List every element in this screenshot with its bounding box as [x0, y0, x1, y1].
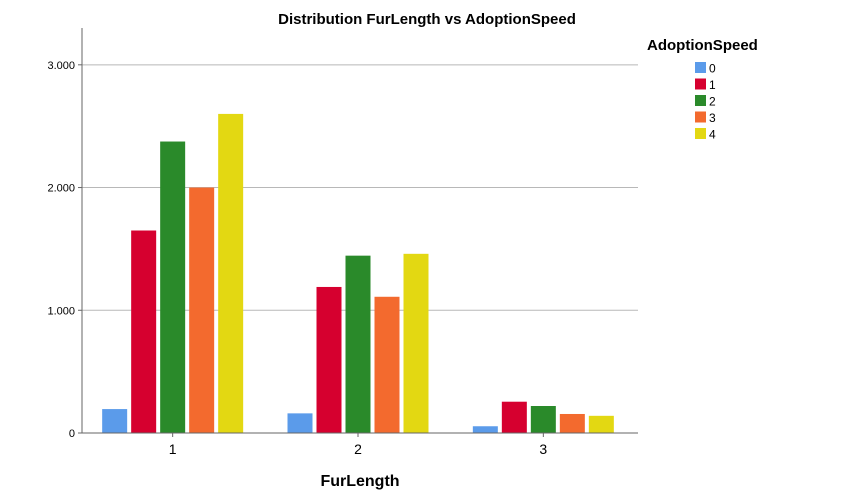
- bar-3-speed-0: [472, 426, 498, 433]
- bar-3-speed-1: [501, 401, 527, 433]
- bar-2-speed-1: [316, 286, 342, 433]
- legend: AdoptionSpeed 0 1 2 3 4: [647, 37, 758, 142]
- x-axis-label: FurLength: [320, 473, 399, 490]
- x-tick-label: 3: [539, 441, 547, 457]
- bar-3-speed-3: [559, 413, 585, 433]
- legend-label-0: 0: [709, 62, 716, 76]
- bars: [102, 113, 614, 434]
- legend-title: AdoptionSpeed: [647, 37, 758, 54]
- bar-1-speed-2: [160, 141, 186, 434]
- legend-swatch-1: [695, 78, 706, 90]
- bar-1-speed-0: [102, 409, 128, 433]
- bar-2-speed-4: [403, 253, 429, 433]
- bar-1-speed-4: [218, 113, 244, 433]
- x-axis-ticks: 1 2 3: [169, 433, 547, 457]
- chart-title: Distribution FurLength vs AdoptionSpeed: [278, 11, 576, 28]
- y-tick-label: 0: [69, 428, 75, 440]
- legend-swatch-4: [695, 128, 706, 139]
- y-tick-label: 1.000: [47, 305, 75, 317]
- legend-swatch-3: [695, 111, 706, 123]
- bar-2-speed-3: [374, 296, 400, 433]
- bar-2-speed-0: [287, 413, 313, 433]
- bar-1-speed-1: [131, 230, 157, 433]
- bar-2-speed-2: [345, 255, 371, 433]
- legend-swatch-2: [695, 95, 706, 106]
- bar-3-speed-2: [530, 406, 556, 433]
- y-tick-label: 2.000: [47, 183, 75, 195]
- legend-swatch-0: [695, 62, 706, 73]
- x-tick-label: 1: [169, 441, 177, 457]
- y-axis-ticks: 0 1.000 2.000 3.000: [47, 60, 82, 440]
- bar-3-speed-4: [588, 415, 614, 433]
- legend-label-4: 4: [709, 128, 716, 142]
- legend-label-1: 1: [709, 78, 716, 92]
- bar-1-speed-3: [189, 187, 215, 433]
- legend-label-3: 3: [709, 111, 716, 125]
- y-tick-label: 3.000: [47, 60, 75, 72]
- legend-label-2: 2: [709, 95, 716, 109]
- x-tick-label: 2: [354, 441, 362, 457]
